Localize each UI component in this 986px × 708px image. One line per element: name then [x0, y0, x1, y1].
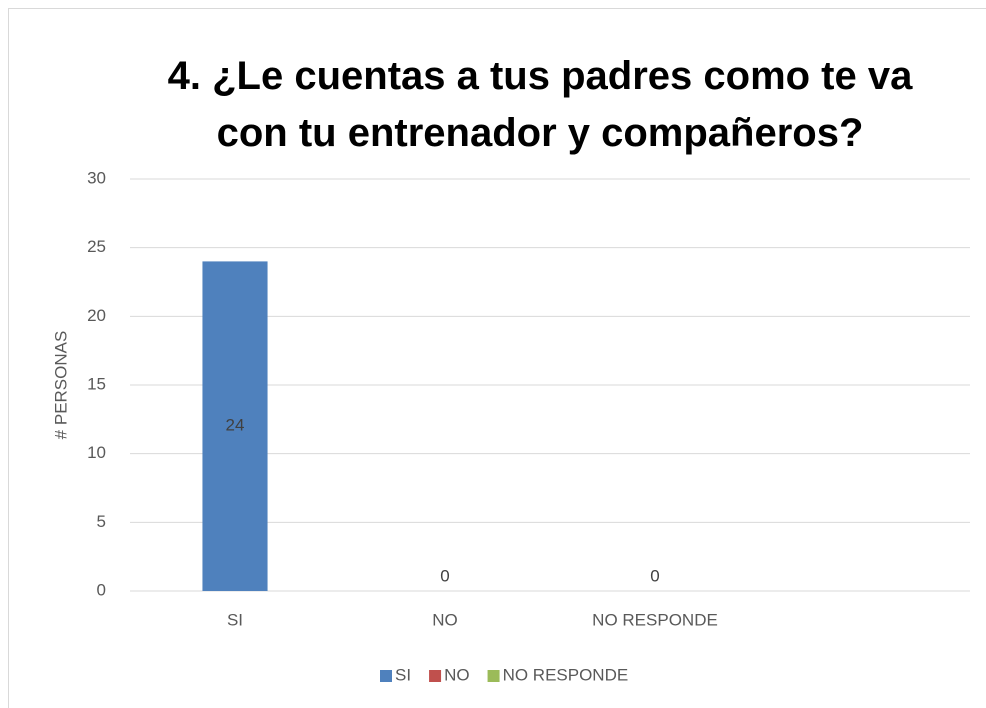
legend-swatch — [487, 670, 500, 682]
legend-label: SI — [395, 665, 411, 684]
x-tick-label: NO — [432, 610, 458, 629]
bar — [202, 261, 268, 591]
y-tick-label: 20 — [87, 306, 106, 325]
y-tick-label: 10 — [87, 443, 106, 462]
data-label: 0 — [440, 566, 449, 585]
legend-swatch — [380, 670, 392, 682]
x-tick-label: SI — [227, 610, 243, 629]
y-tick-label: 30 — [87, 168, 106, 187]
y-tick-label: 5 — [97, 512, 106, 531]
data-label: 24 — [226, 416, 245, 435]
y-axis-label: # PERSONAS — [51, 331, 70, 440]
legend-label: NO — [444, 665, 470, 684]
chart-title: 4. ¿Le cuentas a tus padres como te va c… — [167, 54, 913, 155]
y-tick-label: 25 — [87, 237, 106, 256]
x-tick-label: NO RESPONDE — [592, 610, 718, 629]
legend-label: NO RESPONDE — [503, 665, 629, 684]
chart-border — [8, 8, 986, 708]
y-tick-label: 0 — [97, 580, 106, 599]
data-label: 0 — [650, 566, 659, 585]
y-tick-label: 15 — [87, 374, 106, 393]
legend-swatch — [429, 670, 442, 682]
